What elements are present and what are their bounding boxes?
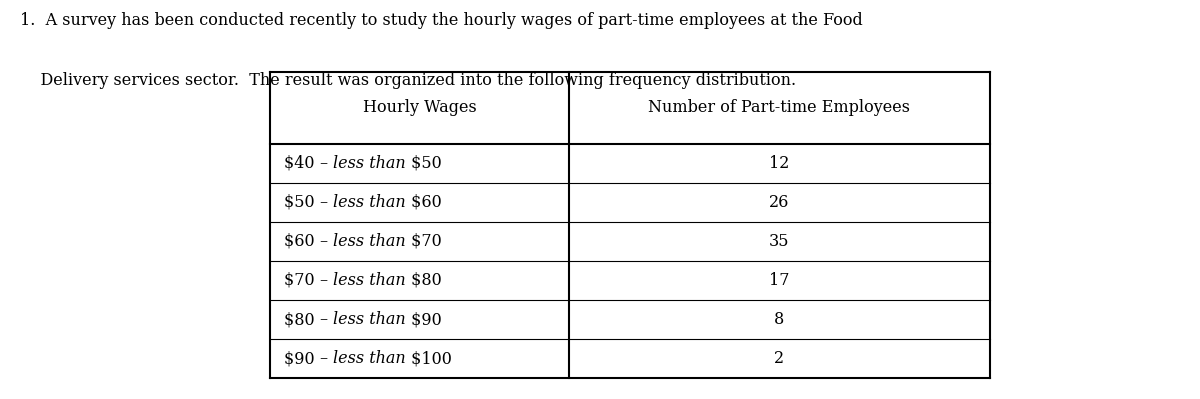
Text: $90: $90	[284, 350, 320, 367]
Text: –: –	[320, 311, 334, 328]
Text: –: –	[320, 194, 334, 211]
Text: –: –	[320, 272, 334, 289]
Text: less than: less than	[334, 350, 406, 367]
Text: 1.  A survey has been conducted recently to study the hourly wages of part-time : 1. A survey has been conducted recently …	[20, 12, 863, 29]
Text: –: –	[320, 155, 334, 172]
Text: less than: less than	[334, 272, 406, 289]
Text: $60: $60	[284, 233, 320, 250]
Text: 26: 26	[769, 194, 790, 211]
Text: 12: 12	[769, 155, 790, 172]
Text: –: –	[320, 350, 334, 367]
Text: less than: less than	[334, 233, 406, 250]
Text: $90: $90	[406, 311, 442, 328]
Text: less than: less than	[334, 311, 406, 328]
Text: $70: $70	[406, 233, 442, 250]
Text: less than: less than	[334, 155, 406, 172]
Text: 17: 17	[769, 272, 790, 289]
Text: Delivery services sector.  The result was organized into the following frequency: Delivery services sector. The result was…	[20, 72, 797, 89]
Text: Number of Part-time Employees: Number of Part-time Employees	[648, 99, 911, 116]
Text: $50: $50	[284, 194, 320, 211]
Text: 35: 35	[769, 233, 790, 250]
Text: $50: $50	[406, 155, 442, 172]
Text: $100: $100	[406, 350, 452, 367]
Text: 8: 8	[774, 311, 785, 328]
Text: $60: $60	[406, 194, 442, 211]
Text: $40: $40	[284, 155, 320, 172]
Text: $80: $80	[284, 311, 320, 328]
Text: –: –	[320, 233, 334, 250]
Text: less than: less than	[334, 194, 406, 211]
Text: $80: $80	[406, 272, 442, 289]
Text: Hourly Wages: Hourly Wages	[362, 99, 476, 116]
Text: 2: 2	[774, 350, 785, 367]
Text: $70: $70	[284, 272, 320, 289]
